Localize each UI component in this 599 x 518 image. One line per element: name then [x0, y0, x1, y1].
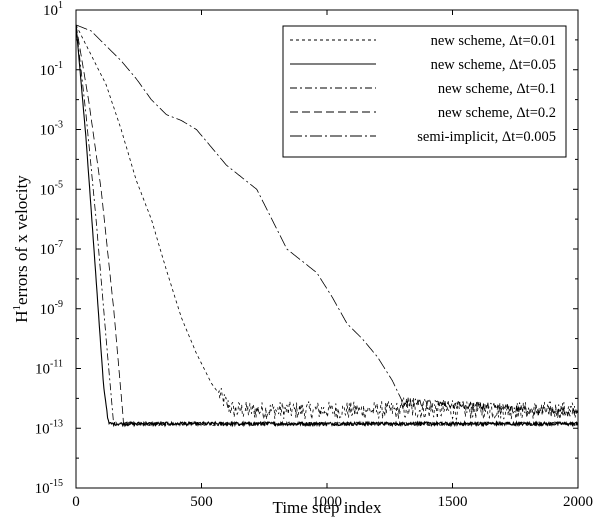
legend-entries: new scheme, Δt=0.01 new scheme, Δt=0.05 ne…	[290, 33, 556, 145]
y-tick-exponent: -13	[50, 418, 63, 429]
y-tick-base: 10	[40, 63, 55, 79]
axis-ticks	[75, 9, 579, 489]
y-tick-label: 10-11	[35, 359, 63, 378]
legend-label: new scheme, Δt=0.1	[438, 81, 556, 97]
y-tick-exponent: 1	[58, 0, 63, 11]
y-tick-exponent: -3	[55, 120, 63, 131]
y-tick-exponent: -5	[55, 179, 63, 190]
y-tick-label: 10-13	[35, 418, 63, 437]
x-axis-title: Time step index	[273, 498, 382, 517]
y-tick-base: 10	[40, 302, 55, 318]
y-tick-base: 10	[35, 421, 50, 437]
legend-box	[282, 25, 567, 158]
y-tick-label: 10-9	[40, 299, 63, 318]
legend-label: new scheme, Δt=0.01	[431, 33, 556, 49]
series-line-5	[75, 24, 578, 417]
series-line-4	[75, 24, 578, 427]
y-tick-exponent: -11	[50, 359, 63, 370]
y-tick-label: 10-5	[40, 179, 63, 198]
y-tick-base: 10	[40, 242, 55, 258]
x-tick-label: 1000	[312, 494, 342, 510]
x-tick-label: 1500	[438, 494, 468, 510]
x-tick-label: 2000	[563, 494, 593, 510]
y-tick-base: 10	[40, 123, 55, 139]
legend-label: new scheme, Δt=0.2	[438, 105, 556, 121]
series-layer	[75, 24, 578, 428]
y-tick-exponent: -9	[55, 299, 63, 310]
y-tick-base: 10	[43, 3, 58, 19]
y-tick-exponent: -7	[55, 239, 63, 250]
legend-label: semi-implicit, Δt=0.005	[417, 129, 556, 145]
y-tick-base: 10	[40, 182, 55, 198]
series-line-1	[75, 24, 578, 421]
y-tick-base: 10	[35, 362, 50, 378]
y-tick-label: 10-15	[35, 478, 63, 497]
x-tick-label: 500	[190, 494, 213, 510]
y-tick-label: 10-3	[40, 120, 63, 139]
y-axis-title-prefix: H	[12, 311, 31, 323]
legend-label: new scheme, Δt=0.05	[431, 57, 556, 73]
legend: new scheme, Δt=0.01 new scheme, Δt=0.05 ne…	[282, 25, 567, 158]
y-tick-base: 10	[35, 481, 50, 497]
y-tick-label: 101	[43, 0, 63, 19]
x-tick-label: 0	[72, 494, 80, 510]
y-tick-exponent: -1	[55, 60, 63, 71]
x-tick-labels: 0 500 1000 1500 2000	[72, 494, 593, 510]
y-axis-title-superscript: 1	[11, 305, 23, 311]
y-tick-label: 10-7	[40, 239, 63, 258]
y-tick-label: 10-1	[40, 60, 63, 79]
y-axis-title-suffix: errors of x velocity	[12, 175, 31, 305]
y-axis-title: H1errors of x velocity	[11, 175, 31, 323]
y-tick-exponent: -15	[50, 478, 63, 489]
